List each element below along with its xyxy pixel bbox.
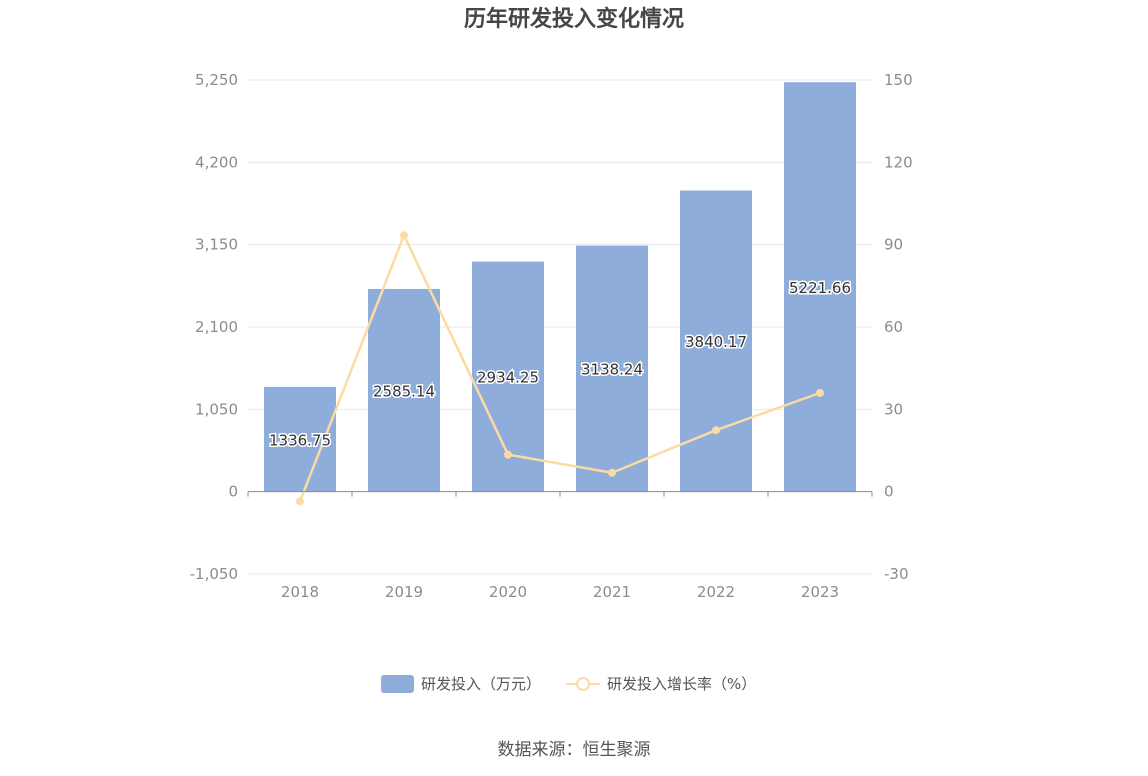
left-tick-label: 1,050 [195,400,238,418]
x-axis: 2018 2019 2020 2021 2022 2023 [247,491,873,601]
x-tick-label: 2021 [593,583,631,601]
right-tick-label: 120 [884,153,913,171]
line-point[interactable] [608,468,616,477]
x-tick-label: 2018 [281,583,319,601]
bar[interactable] [784,82,856,492]
right-tick-label: 90 [884,236,903,254]
bar-value-label: 3840.17 [685,333,747,351]
bar-series [264,82,856,492]
line-series [296,231,824,506]
bar[interactable] [368,288,440,492]
bar[interactable] [680,190,752,492]
bar[interactable] [576,245,648,492]
legend-item-line[interactable]: 研发投入增长率（%） [566,675,756,693]
line-point[interactable] [400,231,408,240]
left-tick-label: -1,050 [190,565,238,583]
right-tick-label: 150 [884,71,913,89]
legend-bar-label: 研发投入（万元） [421,675,541,693]
growth-line [298,234,821,502]
x-tick-label: 2019 [385,583,423,601]
data-labels: 1336.75 2585.14 2934.25 3138.24 3840.17 5221.… [267,277,852,450]
grid-lines [248,79,872,575]
bar-value-label: 2934.25 [477,369,539,387]
left-tick-label: 4,200 [195,153,238,171]
line-point[interactable] [712,426,720,435]
right-axis: 150 120 90 60 30 0 -30 [884,71,913,583]
x-tick-label: 2022 [697,583,735,601]
right-tick-label: 30 [884,400,903,418]
right-tick-label: -30 [884,565,909,583]
right-tick-label: 0 [884,483,894,501]
left-tick-label: 5,250 [195,71,238,89]
right-tick-label: 60 [884,318,903,336]
chart-title: 历年研发投入变化情况 [464,6,684,32]
bar-value-label: 3138.24 [581,361,643,379]
bar-value-label: 2585.14 [373,382,435,400]
bar-value-label: 5221.66 [789,279,851,297]
left-tick-label: 3,150 [195,236,238,254]
line-point[interactable] [816,388,824,397]
bar-value-label: 1336.75 [269,431,331,449]
left-tick-label: 2,100 [195,318,238,336]
line-point[interactable] [296,497,304,506]
legend-bar-swatch [381,675,414,693]
line-point[interactable] [504,450,512,459]
legend-line-label: 研发投入增长率（%） [607,675,756,693]
left-axis: 5,250 4,200 3,150 2,100 1,050 0 -1,050 [190,71,238,583]
legend-line-marker [576,677,590,691]
left-tick-label: 0 [228,483,238,501]
x-tick-label: 2023 [801,583,839,601]
source-note: 数据来源：恒生聚源 [498,740,651,760]
x-tick-label: 2020 [489,583,527,601]
legend-item-bar[interactable]: 研发投入（万元） [381,675,541,693]
legend: 研发投入（万元） 研发投入增长率（%） [381,675,756,693]
